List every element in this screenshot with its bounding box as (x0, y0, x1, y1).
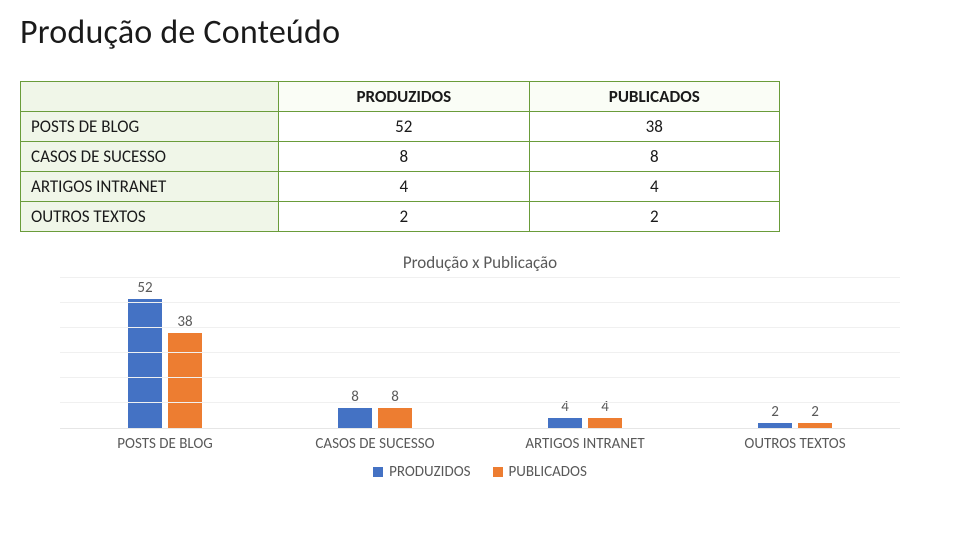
bar-value-label: 4 (561, 398, 569, 416)
legend-label: PUBLICADOS (509, 463, 587, 481)
legend-swatch-icon (373, 467, 383, 477)
cell-produzidos: 2 (279, 202, 529, 232)
bar-value-label: 2 (771, 403, 779, 421)
table-row: POSTS DE BLOG 52 38 (21, 112, 780, 142)
cell-produzidos: 8 (279, 142, 529, 172)
bar-value-label: 8 (351, 388, 359, 406)
th-blank (21, 82, 279, 112)
chart-title: Produção x Publicação (403, 252, 557, 273)
cell-publicados: 38 (529, 112, 779, 142)
page-title: Produção de Conteúdo (20, 12, 940, 53)
x-axis-label: ARTIGOS INTRANET (480, 435, 690, 453)
bar-value-label: 8 (391, 388, 399, 406)
row-label: POSTS DE BLOG (21, 112, 279, 142)
cell-publicados: 4 (529, 172, 779, 202)
chart-bar (548, 418, 582, 428)
table-row: OUTROS TEXTOS 2 2 (21, 202, 780, 232)
chart-bar (798, 423, 832, 428)
chart-plot: 52 38 8 8 4 4 2 2 (60, 279, 900, 429)
chart-bar (128, 299, 162, 428)
bar-value-label: 2 (811, 403, 819, 421)
cell-produzidos: 52 (279, 112, 529, 142)
bar-value-label: 38 (177, 313, 192, 331)
row-label: CASOS DE SUCESSO (21, 142, 279, 172)
cell-publicados: 2 (529, 202, 779, 232)
chart-bar (378, 408, 412, 428)
x-axis-label: POSTS DE BLOG (60, 435, 270, 453)
chart-bar (168, 333, 202, 428)
table-row: ARTIGOS INTRANET 4 4 (21, 172, 780, 202)
chart-bar (588, 418, 622, 428)
cell-produzidos: 4 (279, 172, 529, 202)
chart-x-labels: POSTS DE BLOGCASOS DE SUCESSOARTIGOS INT… (60, 435, 900, 453)
th-publicados: PUBLICADOS (529, 82, 779, 112)
production-table: PRODUZIDOS PUBLICADOS POSTS DE BLOG 52 3… (20, 81, 780, 232)
legend-item-produzidos: PRODUZIDOS (373, 463, 470, 481)
x-axis-label: OUTROS TEXTOS (690, 435, 900, 453)
legend-item-publicados: PUBLICADOS (493, 463, 587, 481)
row-label: ARTIGOS INTRANET (21, 172, 279, 202)
x-axis-label: CASOS DE SUCESSO (270, 435, 480, 453)
th-produzidos: PRODUZIDOS (279, 82, 529, 112)
chart-bar (758, 423, 792, 428)
chart-bar (338, 408, 372, 428)
cell-publicados: 8 (529, 142, 779, 172)
legend-label: PRODUZIDOS (389, 463, 470, 481)
table-row: CASOS DE SUCESSO 8 8 (21, 142, 780, 172)
bar-value-label: 4 (601, 398, 609, 416)
chart-legend: PRODUZIDOS PUBLICADOS (373, 463, 587, 481)
legend-swatch-icon (493, 467, 503, 477)
chart-container: Produção x Publicação 52 38 8 8 4 4 2 2 POSTS D… (20, 252, 940, 530)
bar-value-label: 52 (137, 279, 152, 297)
row-label: OUTROS TEXTOS (21, 202, 279, 232)
